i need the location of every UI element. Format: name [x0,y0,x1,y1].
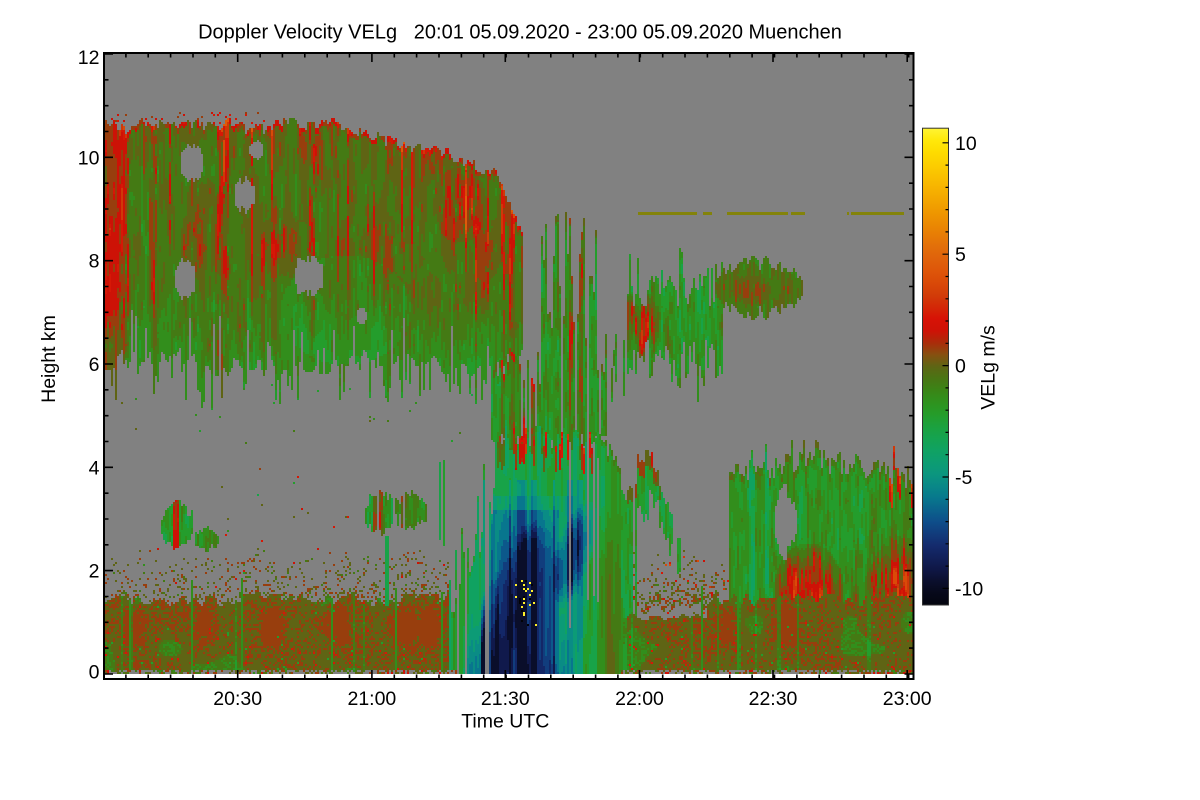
svg-text:5: 5 [955,244,966,266]
svg-text:Doppler Velocity VELg 20:01: Doppler Velocity VELg 20:01 05.09.2020 -… [198,22,842,44]
svg-text:VELg m/s: VELg m/s [978,325,1000,410]
svg-text:22:30: 22:30 [749,688,798,710]
svg-text:0: 0 [955,356,966,378]
svg-text:2: 2 [89,561,100,583]
svg-text:8: 8 [89,251,100,273]
svg-text:20:30: 20:30 [213,688,262,710]
svg-text:21:00: 21:00 [347,688,396,710]
svg-text:23:00: 23:00 [883,688,932,710]
svg-text:6: 6 [89,354,100,376]
svg-text:-5: -5 [955,467,972,489]
svg-text:10: 10 [78,147,100,169]
svg-text:0: 0 [89,662,100,684]
svg-text:22:00: 22:00 [615,688,664,710]
svg-text:21:30: 21:30 [481,688,530,710]
svg-text:10: 10 [955,133,977,155]
svg-text:-10: -10 [955,578,983,600]
svg-text:Time UTC: Time UTC [461,711,549,733]
svg-text:4: 4 [89,457,100,479]
svg-text:Height km: Height km [38,315,60,403]
svg-text:12: 12 [78,47,100,69]
